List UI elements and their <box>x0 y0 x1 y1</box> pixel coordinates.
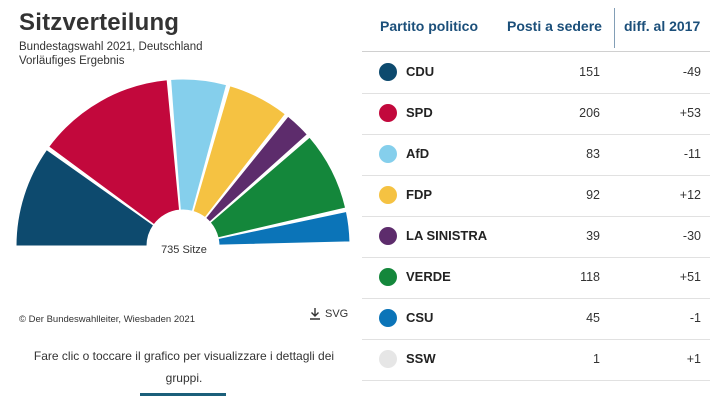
hint-underline <box>140 393 226 396</box>
party-diff: -11 <box>683 147 701 161</box>
party-color-dot <box>379 63 397 81</box>
party-diff: -1 <box>689 311 701 325</box>
party-name: AfD <box>406 146 430 161</box>
chart-panel: Sitzverteilung Bundestagswahl 2021, Deut… <box>0 0 362 406</box>
party-diff: +1 <box>686 352 701 366</box>
party-seats: 39 <box>586 229 600 243</box>
seat-segment-ssw[interactable] <box>218 244 351 247</box>
download-svg-label: SVG <box>325 307 349 320</box>
table-row[interactable]: LA SINISTRA 39 -30 <box>362 216 710 258</box>
header-divider <box>614 8 615 48</box>
results-table: Partito politico Posti a sedere diff. al… <box>362 0 726 406</box>
party-color-dot <box>379 350 397 368</box>
party-diff: -30 <box>682 229 701 243</box>
party-name: LA SINISTRA <box>406 228 488 243</box>
table-row[interactable]: VERDE 118 +51 <box>362 257 710 299</box>
seat-segment-la-sinistra[interactable] <box>204 115 309 223</box>
table-row[interactable]: AfD 83 -11 <box>362 134 710 176</box>
source-credit: © Der Bundeswahlleiter, Wiesbaden 2021 <box>19 314 195 325</box>
chart-subtitle: Bundestagswahl 2021, Deutschland Vorläuf… <box>19 40 203 68</box>
party-color-dot <box>379 268 397 286</box>
table-row[interactable]: SPD 206 +53 <box>362 93 710 135</box>
party-seats: 92 <box>586 188 600 202</box>
table-row[interactable]: CSU 45 -1 <box>362 298 710 340</box>
seat-segment-fdp[interactable] <box>192 85 287 219</box>
chart-title: Sitzverteilung <box>19 9 180 36</box>
party-seats: 45 <box>586 311 600 325</box>
party-name: VERDE <box>406 269 451 284</box>
download-icon <box>310 308 320 320</box>
party-diff: +12 <box>679 188 701 202</box>
table-row[interactable]: CDU 151 -49 <box>362 52 710 94</box>
party-seats: 151 <box>579 65 600 79</box>
header-party[interactable]: Partito politico <box>380 18 478 34</box>
party-color-dot <box>379 309 397 327</box>
table-header: Partito politico Posti a sedere diff. al… <box>362 0 710 52</box>
hemicycle-chart[interactable] <box>0 0 362 300</box>
table-row[interactable]: FDP 92 +12 <box>362 175 710 217</box>
party-diff: +51 <box>679 270 701 284</box>
party-seats: 206 <box>579 106 600 120</box>
download-svg-button[interactable]: SVG <box>309 307 348 320</box>
party-seats: 1 <box>593 352 600 366</box>
party-seats: 118 <box>580 270 600 284</box>
header-seats[interactable]: Posti a sedere <box>507 18 602 34</box>
party-color-dot <box>379 186 397 204</box>
party-diff: -49 <box>682 65 701 79</box>
party-name: FDP <box>406 187 432 202</box>
subtitle-line-1: Bundestagswahl 2021, Deutschland <box>19 41 203 53</box>
seat-segment-afd[interactable] <box>170 78 228 212</box>
party-color-dot <box>379 104 397 122</box>
seat-segment-spd[interactable] <box>47 79 181 226</box>
interaction-hint: Fare clic o toccare il grafico per visua… <box>33 349 335 385</box>
party-name: CSU <box>406 310 434 325</box>
party-seats: 83 <box>586 147 600 161</box>
party-name: SPD <box>406 105 433 120</box>
seat-segment-verde[interactable] <box>209 136 347 239</box>
seat-segment-csu[interactable] <box>217 210 351 246</box>
party-name: CDU <box>406 64 435 79</box>
subtitle-line-2: Vorläufiges Ergebnis <box>19 55 125 67</box>
party-name: SSW <box>406 351 436 366</box>
seat-segment-cdu[interactable] <box>15 148 155 247</box>
party-diff: +53 <box>679 106 701 120</box>
party-color-dot <box>379 227 397 245</box>
table-row[interactable]: SSW 1 +1 <box>362 339 710 381</box>
total-seats-label: 735 Sitze <box>161 244 207 256</box>
party-color-dot <box>379 145 397 163</box>
header-diff[interactable]: diff. al 2017 <box>624 18 701 34</box>
